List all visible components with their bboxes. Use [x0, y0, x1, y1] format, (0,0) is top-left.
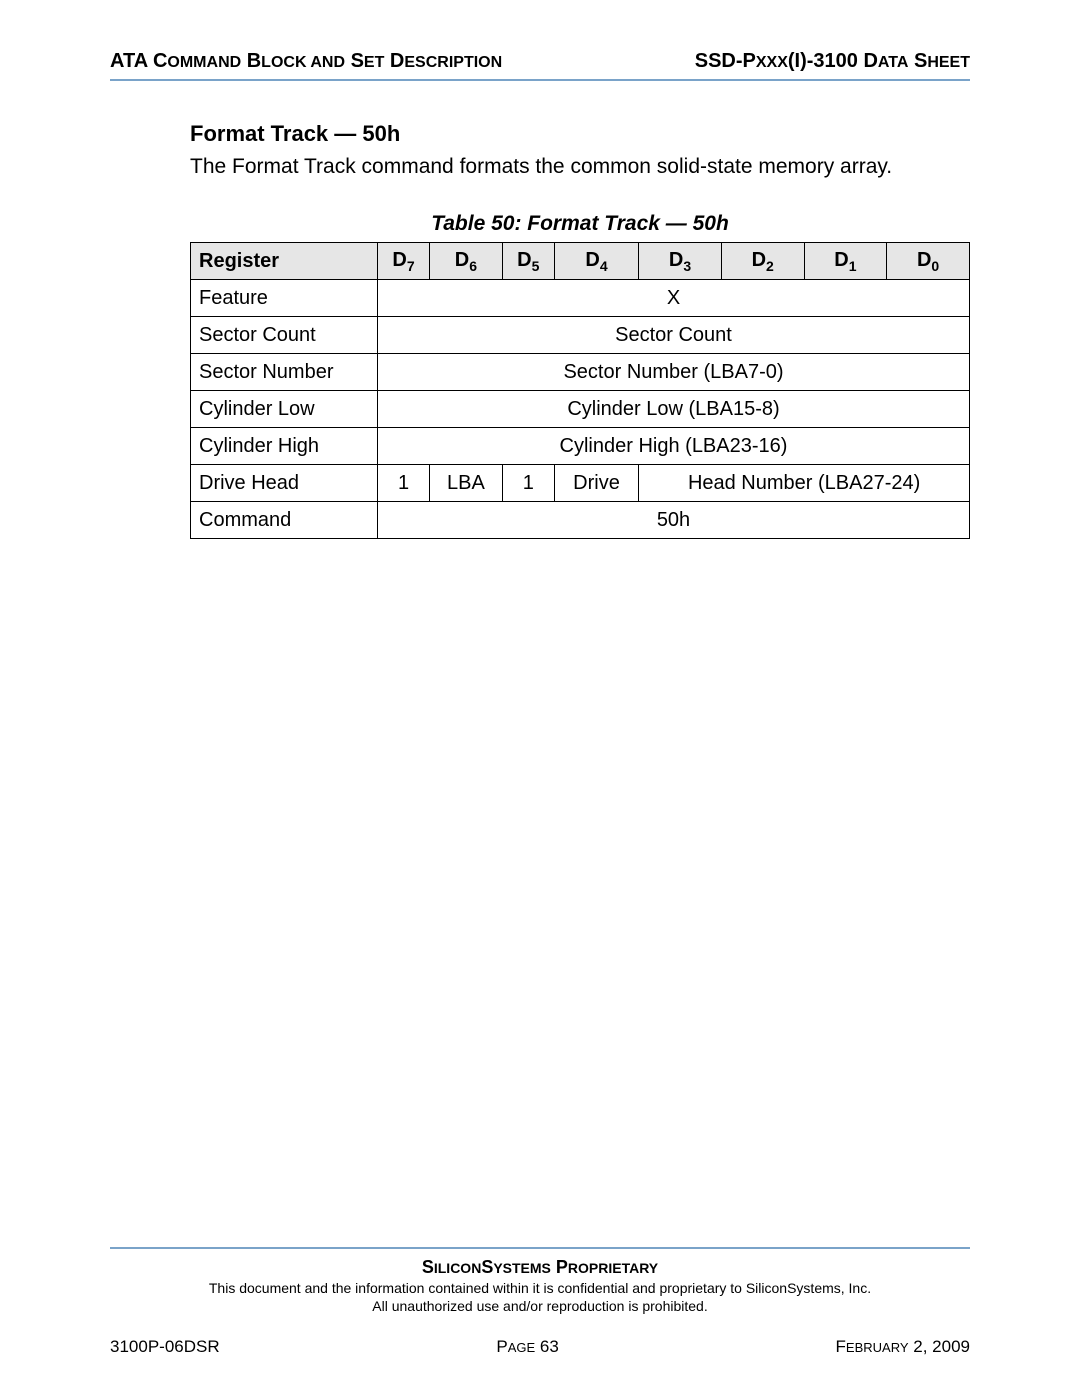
- text: D: [585, 249, 599, 271]
- col-d1: D1: [804, 243, 887, 280]
- footer-rule: [110, 1247, 970, 1249]
- text: All unauthorized use and/or reproduction…: [372, 1298, 707, 1314]
- text: ILICON: [434, 1260, 481, 1276]
- cell-d7: 1: [378, 465, 430, 502]
- cell-label: Drive Head: [191, 465, 378, 502]
- footer-row: 3100P-06DSR PAGE 63 FEBRUARY 2, 2009: [110, 1337, 970, 1357]
- table-row: Sector Count Sector Count: [191, 317, 970, 354]
- text: ET: [364, 54, 384, 71]
- text: EBRUARY: [846, 1340, 909, 1355]
- table-caption: Table 50: Format Track — 50h: [190, 212, 970, 236]
- col-d6: D6: [430, 243, 503, 280]
- footer-date: FEBRUARY 2, 2009: [836, 1337, 970, 1357]
- cell-d4: Drive: [554, 465, 638, 502]
- text: 4: [600, 258, 608, 274]
- text: XXX: [756, 54, 788, 71]
- col-d0: D0: [887, 243, 970, 280]
- text: S: [345, 50, 364, 72]
- table-row: Sector Number Sector Number (LBA7-0): [191, 354, 970, 391]
- footer-doc-id: 3100P-06DSR: [110, 1337, 220, 1357]
- text: SSD-P: [695, 50, 756, 72]
- text: LOCK AND: [261, 54, 345, 71]
- table-row: Feature X: [191, 280, 970, 317]
- cell-value: Sector Number (LBA7-0): [378, 354, 970, 391]
- text: 5: [532, 258, 540, 274]
- text: P: [551, 1257, 568, 1277]
- text: D: [752, 249, 766, 271]
- cell-value: Sector Count: [378, 317, 970, 354]
- table-row: Command 50h: [191, 502, 970, 539]
- table-row: Cylinder High Cylinder High (LBA23-16): [191, 428, 970, 465]
- text: F: [836, 1337, 846, 1356]
- text: S: [908, 50, 927, 72]
- text: OMMAND: [167, 54, 241, 71]
- text: 6: [469, 258, 477, 274]
- text: 0: [931, 258, 939, 274]
- text: ATA C: [110, 50, 167, 72]
- text: (I)-3100 D: [788, 50, 878, 72]
- cell-value: Cylinder Low (LBA15-8): [378, 391, 970, 428]
- cell-d5: 1: [502, 465, 554, 502]
- text: 3: [683, 258, 691, 274]
- text: S: [422, 1257, 434, 1277]
- cell-label: Feature: [191, 280, 378, 317]
- text: D: [917, 249, 931, 271]
- header-left: ATA COMMAND BLOCK AND SET DESCRIPTION: [110, 50, 502, 73]
- cell-d3-0: Head Number (LBA27-24): [639, 465, 970, 502]
- text: 2, 2009: [909, 1337, 970, 1356]
- text: HEET: [927, 54, 970, 71]
- text: D: [455, 249, 469, 271]
- text: P: [496, 1337, 507, 1356]
- register-table: Register D7 D6 D5 D4 D3 D2 D1 D0 Feature…: [190, 242, 970, 539]
- footer-proprietary: SILICONSYSTEMS PROPRIETARY: [110, 1257, 970, 1278]
- text: AGE: [508, 1340, 535, 1355]
- cell-label: Cylinder Low: [191, 391, 378, 428]
- text: ROPRIETARY: [568, 1260, 658, 1276]
- col-d5: D5: [502, 243, 554, 280]
- section-title: Format Track — 50h: [190, 121, 970, 147]
- cell-value: X: [378, 280, 970, 317]
- col-d4: D4: [554, 243, 638, 280]
- text: D: [392, 249, 406, 271]
- col-d2: D2: [721, 243, 804, 280]
- col-d7: D7: [378, 243, 430, 280]
- cell-label: Cylinder High: [191, 428, 378, 465]
- table-row: Cylinder Low Cylinder Low (LBA15-8): [191, 391, 970, 428]
- page-header: ATA COMMAND BLOCK AND SET DESCRIPTION SS…: [110, 50, 970, 77]
- header-right: SSD-PXXX(I)-3100 DATA SHEET: [695, 50, 970, 73]
- page: ATA COMMAND BLOCK AND SET DESCRIPTION SS…: [0, 0, 1080, 1397]
- text: 1: [849, 258, 857, 274]
- cell-label: Sector Number: [191, 354, 378, 391]
- cell-value: 50h: [378, 502, 970, 539]
- cell-label: Command: [191, 502, 378, 539]
- text: D: [834, 249, 848, 271]
- cell-d6: LBA: [430, 465, 503, 502]
- page-footer: SILICONSYSTEMS PROPRIETARY This document…: [110, 1247, 970, 1357]
- section-desc: The Format Track command formats the com…: [190, 153, 970, 180]
- footer-page: PAGE 63: [496, 1337, 558, 1357]
- footer-text: This document and the information contai…: [110, 1280, 970, 1315]
- table-header-row: Register D7 D6 D5 D4 D3 D2 D1 D0: [191, 243, 970, 280]
- text: D: [669, 249, 683, 271]
- text: S: [481, 1257, 493, 1277]
- cell-value: Cylinder High (LBA23-16): [378, 428, 970, 465]
- text: ATA: [878, 54, 909, 71]
- text: 7: [407, 258, 415, 274]
- cell-label: Sector Count: [191, 317, 378, 354]
- text: B: [241, 50, 261, 72]
- text: YSTEMS: [493, 1260, 551, 1276]
- col-register: Register: [191, 243, 378, 280]
- col-d3: D3: [639, 243, 722, 280]
- text: ESCRIPTION: [404, 54, 502, 71]
- text: 2: [766, 258, 774, 274]
- text: D: [517, 249, 531, 271]
- body: Format Track — 50h The Format Track comm…: [110, 81, 970, 539]
- text: This document and the information contai…: [209, 1280, 871, 1296]
- table-row: Drive Head 1 LBA 1 Drive Head Number (LB…: [191, 465, 970, 502]
- text: D: [384, 50, 404, 72]
- text: 63: [535, 1337, 559, 1356]
